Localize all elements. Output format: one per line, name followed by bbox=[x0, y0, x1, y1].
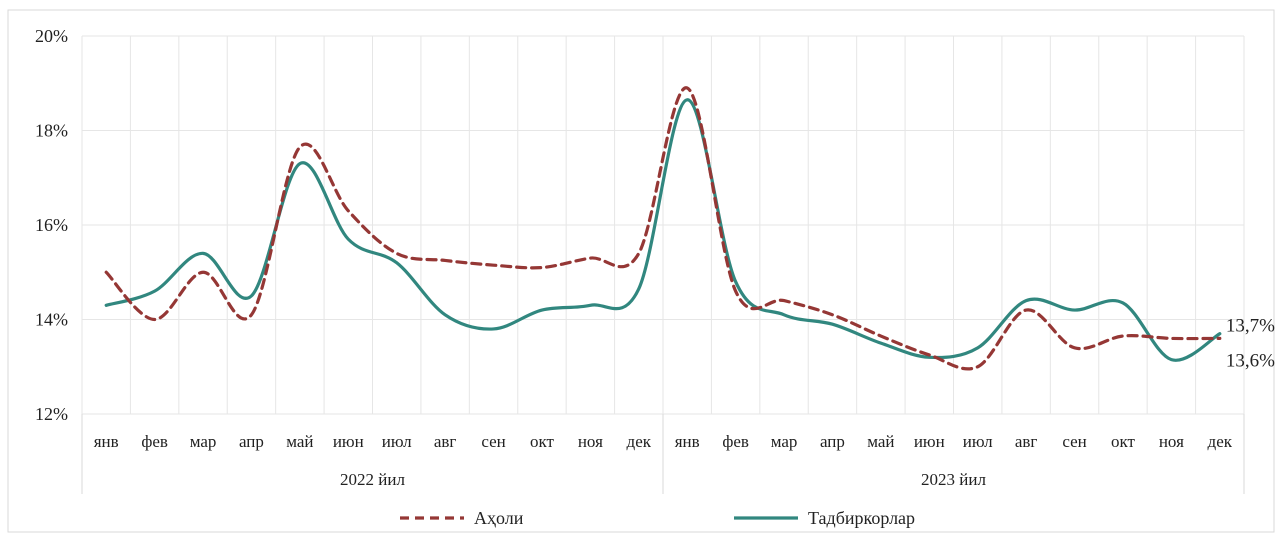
x-tick-label: сен bbox=[481, 432, 505, 451]
series-line-aholi bbox=[104, 86, 1222, 371]
x-tick-label: янв bbox=[94, 432, 119, 451]
gridlines bbox=[81, 35, 1245, 415]
y-tick-label: 16% bbox=[35, 215, 68, 235]
legend: Аҳоли Тадбиркорлар bbox=[400, 508, 915, 528]
x-tick-label: дек bbox=[1208, 432, 1233, 451]
end-value-label: 13,6% bbox=[1226, 350, 1275, 371]
x-tick-label: окт bbox=[530, 432, 555, 451]
series-line-tadbirkorlar bbox=[104, 98, 1222, 362]
x-tick-label: окт bbox=[1111, 432, 1136, 451]
x-tick-label: ноя bbox=[578, 432, 603, 451]
x-tick-label: мар bbox=[190, 432, 217, 451]
x-tick-label: сен bbox=[1062, 432, 1086, 451]
x-tick-label: июн bbox=[333, 432, 364, 451]
x-tick-label: июн bbox=[914, 432, 945, 451]
x-tick-label: ноя bbox=[1159, 432, 1184, 451]
x-tick-label: фев bbox=[141, 432, 168, 451]
x-tick-label: апр bbox=[239, 432, 264, 451]
x-tick-label: дек bbox=[627, 432, 652, 451]
x-tick-label: апр bbox=[820, 432, 845, 451]
legend-label: Тадбиркорлар bbox=[808, 508, 915, 528]
y-tick-label: 14% bbox=[35, 310, 68, 330]
labels: 13,6% 13,7% bbox=[1226, 316, 1275, 372]
x-tick-label: июл bbox=[963, 432, 993, 451]
x-tick-label: май bbox=[286, 432, 313, 451]
x-tick-label: авг bbox=[1015, 432, 1038, 451]
x-tick-label: мар bbox=[771, 432, 798, 451]
year-group-label: 2023 йил bbox=[921, 470, 986, 489]
y-tick-label: 20% bbox=[35, 26, 68, 46]
year-group-label: 2022 йил bbox=[340, 470, 405, 489]
x-tick-label: май bbox=[867, 432, 894, 451]
chart-frame bbox=[7, 9, 1275, 533]
series-lines bbox=[104, 86, 1222, 371]
x-tick-label: июл bbox=[382, 432, 412, 451]
x-tick-label: янв bbox=[675, 432, 700, 451]
y-tick-label: 18% bbox=[35, 121, 68, 141]
axes: 12%14%16%18%20%янв фев мар апр май июн июл авг с… bbox=[35, 26, 1245, 494]
x-tick-label: фев bbox=[722, 432, 749, 451]
end-value-label: 13,7% bbox=[1226, 316, 1275, 337]
x-tick-label: авг bbox=[434, 432, 457, 451]
legend-label: Аҳоли bbox=[474, 508, 524, 528]
y-tick-label: 12% bbox=[35, 404, 68, 424]
